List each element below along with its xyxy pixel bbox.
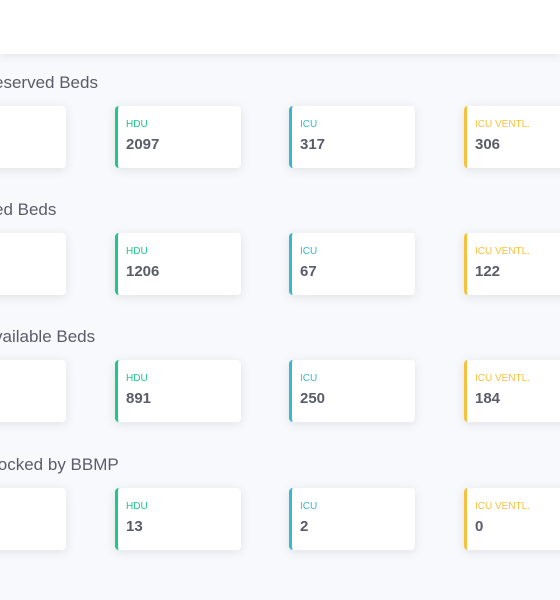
stat-card-icu-ventilator: ICU VENTL. 184 [464,360,560,422]
card-value: 13 [126,518,143,535]
card-label: ICU VENTL. [475,501,531,512]
stat-card-hdu: HDU 2097 [115,106,241,168]
card-label: ICU [300,119,318,130]
card-value: 67 [300,263,317,280]
section-title: ed Beds [0,200,57,219]
card-label: HDU [126,501,148,512]
card-value: 184 [475,390,501,407]
stat-card-cut-off [0,106,66,168]
card-value: 891 [126,390,152,407]
card-label: ICU VENTL. [475,246,531,257]
section-title: locked by BBMP [0,455,119,474]
card-label: HDU [126,246,148,257]
card-value: 317 [300,136,326,153]
section-title: vailable Beds [0,327,96,346]
stat-card-icu: ICU 317 [289,106,415,168]
card-label: ICU [300,246,318,257]
stat-card-icu: ICU 250 [289,360,415,422]
stat-card-icu-ventilator: ICU VENTL. 306 [464,106,560,168]
card-label: HDU [126,119,148,130]
stat-card-cut-off [0,488,66,550]
stat-card-cut-off [0,360,66,422]
card-value: 0 [475,518,484,535]
card-value: 250 [300,390,326,407]
card-value: 2097 [126,136,160,153]
stat-card-icu-ventilator: ICU VENTL. 0 [464,488,560,550]
stat-card-hdu: HDU 1206 [115,233,241,295]
stat-card-cut-off [0,233,66,295]
stat-card-hdu: HDU 13 [115,488,241,550]
card-value: 306 [475,136,501,153]
card-value: 122 [475,263,501,280]
card-label: HDU [126,373,148,384]
stat-card-icu: ICU 2 [289,488,415,550]
card-label: ICU [300,373,318,384]
card-label: ICU VENTL. [475,119,531,130]
card-value: 2 [300,518,309,535]
section-title: eserved Beds [0,73,98,92]
card-value: 1206 [126,263,160,280]
card-label: ICU VENTL. [475,373,531,384]
stat-card-hdu: HDU 891 [115,360,241,422]
stat-card-icu: ICU 67 [289,233,415,295]
stat-card-icu-ventilator: ICU VENTL. 122 [464,233,560,295]
top-navbar [0,0,560,54]
card-label: ICU [300,501,318,512]
